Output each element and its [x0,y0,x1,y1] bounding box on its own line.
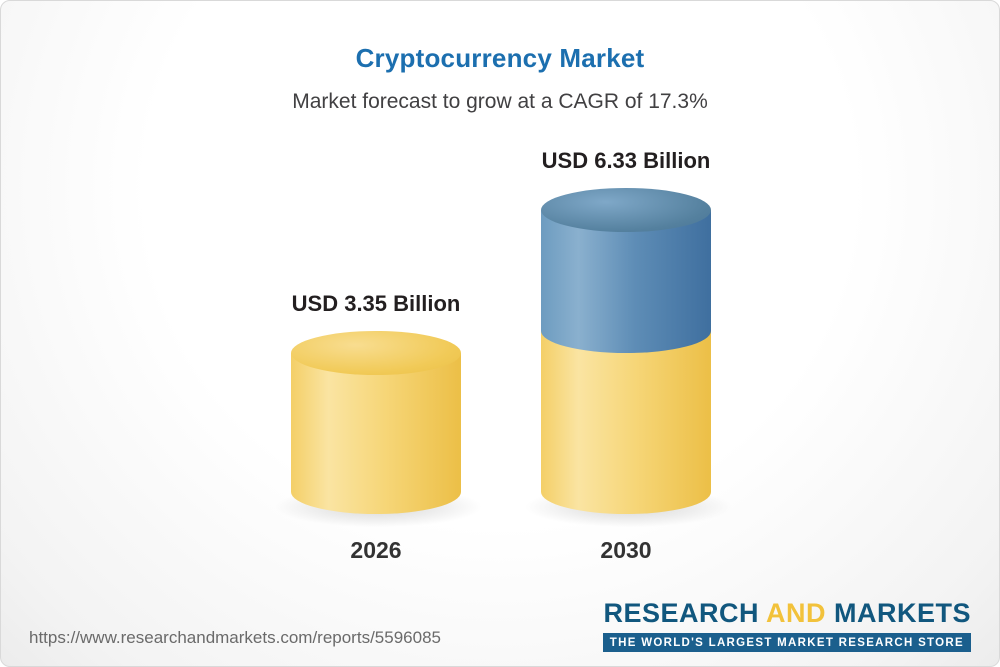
logo-tagline: THE WORLD'S LARGEST MARKET RESEARCH STOR… [602,633,971,652]
bar-value-label-2026: USD 3.35 Billion [291,291,461,317]
chart-subtitle: Market forecast to grow at a CAGR of 17.… [292,90,708,113]
bar-segment-2026-base [291,353,461,514]
bar-value-label-2030: USD 6.33 Billion [541,148,711,174]
report-url: https://www.researchandmarkets.com/repor… [29,628,441,647]
bar-top-ellipse-2026 [291,331,461,376]
research-and-markets-logo: RESEARCH AND MARKETS THE WORLD'S LARGEST… [602,598,971,652]
logo-word-and: AND [765,598,826,628]
logo-word-research: RESEARCH [603,598,759,628]
bar-segment-2030-base [541,329,711,514]
axis-label-2030: 2030 [600,537,652,563]
chart-title: Cryptocurrency Market [355,43,645,73]
logo-word-markets: MARKETS [834,598,971,628]
bar-segment-2030-growth [541,210,711,354]
bar-top-ellipse-2030 [541,188,711,233]
logo-wordmark: RESEARCH AND MARKETS [603,598,971,629]
axis-label-2026: 2026 [350,537,402,563]
